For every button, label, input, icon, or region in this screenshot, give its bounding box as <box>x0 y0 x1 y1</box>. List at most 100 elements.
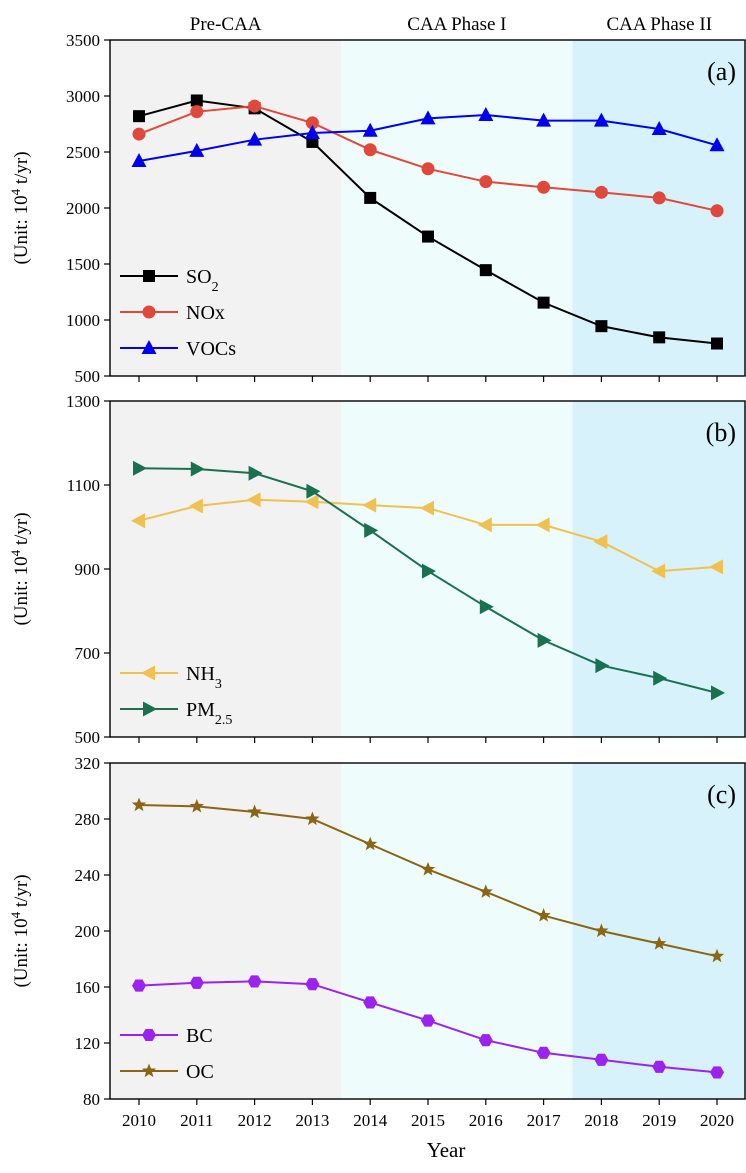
data-point <box>132 979 146 992</box>
panel-1: 500 1000 1500 2000 2500 3000 3500 (a) (Unit: 104… <box>8 31 746 386</box>
data-point <box>595 320 608 333</box>
data-point <box>420 110 436 125</box>
y-tick-label: 1100 <box>67 476 100 495</box>
legend-item-nox: NOx <box>120 302 225 324</box>
y-tick-label: 240 <box>75 866 101 885</box>
data-point <box>711 685 725 701</box>
y-tick-label: 320 <box>75 754 101 773</box>
y-tick-label: 2500 <box>66 143 100 162</box>
data-point <box>709 137 725 152</box>
y-tick-label: 1000 <box>66 311 100 330</box>
series-nh3 <box>131 492 723 579</box>
data-point <box>364 522 379 538</box>
x-tick-label: 2013 <box>295 1111 329 1130</box>
x-tick-label: 2017 <box>527 1111 562 1130</box>
series-bc <box>132 975 724 1079</box>
legend-label: PM2.5 <box>186 699 232 728</box>
y-tick-label: 900 <box>75 560 101 579</box>
legend-label: NH3 <box>186 663 222 692</box>
data-point <box>420 861 436 876</box>
data-point <box>189 976 204 989</box>
data-point <box>652 1060 667 1073</box>
data-point <box>593 534 608 550</box>
data-point <box>363 836 378 851</box>
data-point <box>536 112 552 127</box>
data-point <box>133 110 145 123</box>
legend-label: VOCs <box>186 338 236 360</box>
y-tick-label: 3500 <box>66 31 100 50</box>
y-tick-label: 500 <box>75 728 101 747</box>
data-point <box>246 492 261 508</box>
data-point <box>363 143 377 157</box>
data-point <box>536 908 551 922</box>
legend-item-vocs: VOCs <box>120 338 236 360</box>
legend-item-pm25: PM2.5 <box>120 699 232 728</box>
data-point <box>305 978 320 991</box>
data-point <box>305 116 319 130</box>
data-point <box>305 811 320 826</box>
y-axis-label: (Unit: 104 t/yr) <box>8 151 33 264</box>
data-point <box>131 152 147 167</box>
pre-caa-region <box>110 40 342 376</box>
pre-caa-region <box>110 763 342 1099</box>
legend-marker <box>142 1028 156 1042</box>
legend-marker <box>141 1063 157 1078</box>
data-point <box>248 465 263 481</box>
data-point <box>594 1053 609 1066</box>
phase-label-1: Pre-CAA <box>190 14 262 35</box>
series-nox <box>132 99 724 218</box>
data-point <box>131 513 145 529</box>
y-tick-label: 120 <box>75 1034 101 1053</box>
y-axis-label: (Unit: 104 t/yr) <box>8 512 33 625</box>
y-tick-label: 160 <box>75 978 101 997</box>
phase1-region <box>341 401 573 737</box>
data-point <box>537 180 551 194</box>
series-oc <box>131 797 725 963</box>
series-vocs <box>131 107 725 167</box>
y-tick-label: 80 <box>83 1090 100 1109</box>
data-point <box>652 936 667 950</box>
data-point <box>363 996 378 1009</box>
data-point <box>190 105 204 119</box>
data-point <box>189 798 204 813</box>
legend-marker <box>141 340 157 354</box>
panel-2: 500 700 900 1100 1300 (b) (Unit: 104 t/yr) NH3 P… <box>8 392 746 747</box>
data-point <box>478 107 494 122</box>
x-tick-label: 2010 <box>122 1111 156 1130</box>
data-point <box>594 923 609 938</box>
data-point <box>709 948 725 963</box>
legend-item-so2: SO2 <box>120 266 219 295</box>
series-pm25 <box>133 460 725 701</box>
data-point <box>537 632 552 648</box>
data-point <box>420 500 434 516</box>
data-point <box>362 122 378 137</box>
data-point <box>132 127 146 141</box>
y-tick-label: 500 <box>75 367 101 386</box>
y-axis-label: (Unit: 104 t/yr) <box>8 874 33 987</box>
x-tick-label: 2015 <box>411 1111 445 1130</box>
data-point <box>306 483 321 499</box>
data-point <box>477 517 492 533</box>
y-tick-label: 280 <box>75 810 101 829</box>
x-tick-label: 2020 <box>700 1111 734 1130</box>
data-point <box>304 494 319 510</box>
data-point <box>362 497 377 513</box>
data-point <box>247 131 263 146</box>
data-point <box>189 142 205 157</box>
phase1-region <box>341 763 573 1099</box>
x-tick-label: 2016 <box>469 1111 503 1130</box>
data-point <box>478 1034 493 1047</box>
pre-caa-region <box>110 401 342 737</box>
legend-label: OC <box>186 1061 214 1083</box>
legend-label: SO2 <box>186 266 219 295</box>
x-tick-label: 2014 <box>353 1111 388 1130</box>
x-tick-label: 2018 <box>584 1111 618 1130</box>
panel-label: (b) <box>706 418 736 447</box>
data-point <box>651 121 667 136</box>
phase-label-2: CAA Phase I <box>407 14 506 35</box>
y-tick-label: 3000 <box>66 87 100 106</box>
data-point <box>479 264 492 277</box>
legend-marker <box>143 270 155 282</box>
data-point <box>190 94 203 107</box>
